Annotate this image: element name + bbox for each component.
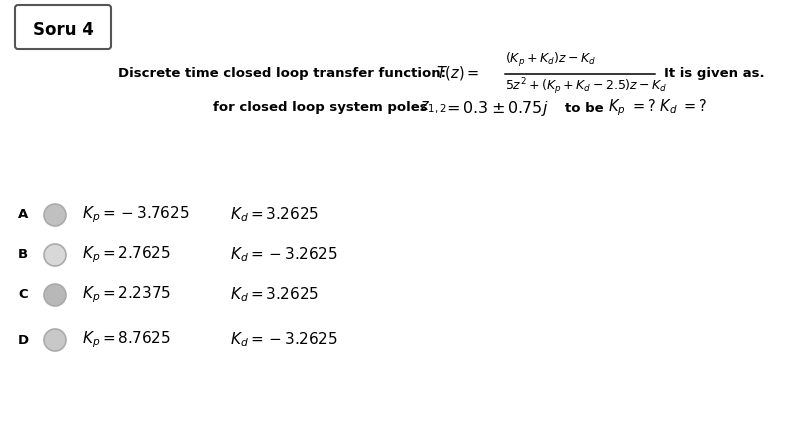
Text: to be: to be	[565, 102, 603, 114]
Text: $z_{1,2}$: $z_{1,2}$	[419, 100, 446, 116]
Text: D: D	[18, 333, 29, 346]
Text: Soru 4: Soru 4	[33, 21, 93, 39]
Text: $K_p\ =?\ K_d\ =?$: $K_p\ =?\ K_d\ =?$	[607, 98, 707, 118]
Text: $K_d = -3.2625$: $K_d = -3.2625$	[230, 246, 337, 264]
Text: $T(z) =$: $T(z) =$	[435, 64, 479, 82]
Circle shape	[44, 284, 66, 306]
Circle shape	[44, 244, 66, 266]
Text: It is given as.: It is given as.	[663, 67, 764, 79]
Text: $K_d = 3.2625$: $K_d = 3.2625$	[230, 286, 319, 304]
Text: C: C	[18, 289, 27, 301]
Text: $K_d = 3.2625$: $K_d = 3.2625$	[230, 206, 319, 225]
Circle shape	[44, 329, 66, 351]
Text: B: B	[18, 249, 28, 262]
Text: $K_d = -3.2625$: $K_d = -3.2625$	[230, 331, 337, 349]
Text: $= 0.3 \pm 0.75j$: $= 0.3 \pm 0.75j$	[442, 98, 548, 117]
Text: $K_p = -3.7625$: $K_p = -3.7625$	[82, 205, 190, 225]
Text: $K_p = 2.7625$: $K_p = 2.7625$	[82, 245, 170, 265]
FancyBboxPatch shape	[15, 5, 111, 49]
Text: A: A	[18, 208, 28, 222]
Text: $K_p = 2.2375$: $K_p = 2.2375$	[82, 285, 171, 305]
Text: $5z^2+(K_p+K_d-2.5)z-K_d$: $5z^2+(K_p+K_d-2.5)z-K_d$	[504, 77, 666, 97]
Text: Discrete time closed loop transfer function:: Discrete time closed loop transfer funct…	[118, 67, 446, 79]
Text: $K_p = 8.7625$: $K_p = 8.7625$	[82, 330, 170, 350]
Text: for closed loop system poles: for closed loop system poles	[213, 102, 427, 114]
Circle shape	[44, 204, 66, 226]
Text: $(K_p+K_d)z-K_d$: $(K_p+K_d)z-K_d$	[504, 51, 595, 69]
